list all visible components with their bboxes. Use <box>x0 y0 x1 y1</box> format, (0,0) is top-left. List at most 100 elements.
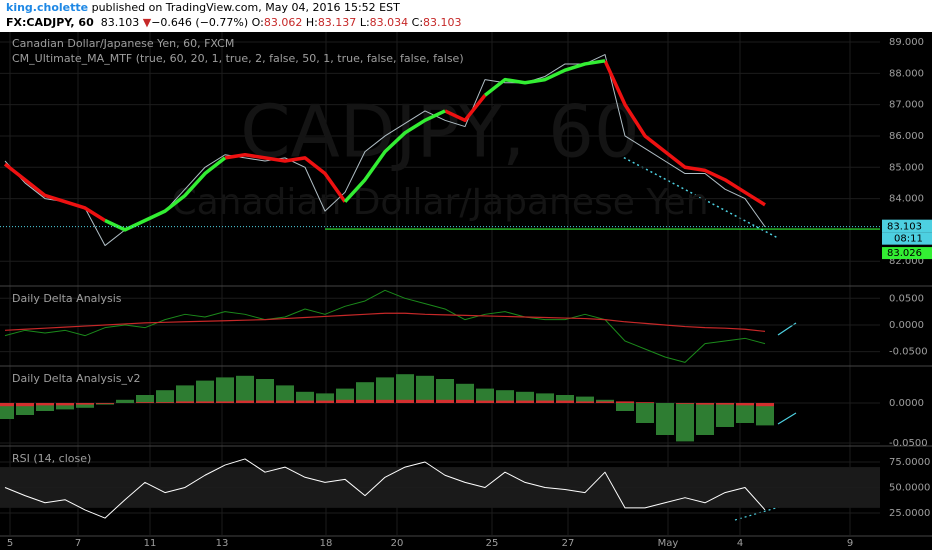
panel-title: Daily Delta Analysis <box>12 292 122 305</box>
histogram-bar <box>36 403 54 411</box>
histogram-bar <box>756 403 774 426</box>
o-label: O: <box>251 16 264 29</box>
histogram-bar <box>416 375 434 403</box>
y-tick-label: 87.000 <box>889 100 924 111</box>
y-tick-label: 50.0000 <box>889 482 930 493</box>
histogram-bar <box>136 402 154 403</box>
histogram-bar <box>676 403 694 442</box>
histogram-bar <box>716 403 734 427</box>
quote-line: FX:CADJPY, 60 83.103 ▼−0.646 (−0.77%) O:… <box>6 15 932 30</box>
panel-title: Canadian Dollar/Japanese Yen, 60, FXCM <box>12 37 234 50</box>
histogram-bar <box>56 403 74 406</box>
histogram-bar <box>616 403 634 411</box>
histogram-bar <box>496 390 514 403</box>
y-tick-label: 89.000 <box>889 37 924 48</box>
histogram-bar <box>56 403 74 410</box>
high: 83.137 <box>317 16 357 29</box>
histogram-bar <box>36 403 54 406</box>
open: 83.062 <box>263 16 303 29</box>
histogram-bar <box>556 400 574 403</box>
l-label: L: <box>359 16 370 29</box>
histogram-bar <box>336 399 354 403</box>
histogram-bar <box>476 388 494 403</box>
y-tick-label: 88.000 <box>889 68 924 79</box>
histogram-bar <box>16 403 34 407</box>
histogram-bar <box>716 403 734 405</box>
histogram-bar <box>0 403 14 407</box>
histogram-bar <box>176 385 194 403</box>
histogram-bar <box>156 390 174 403</box>
histogram-bar <box>296 391 314 403</box>
histogram-bar <box>516 400 534 403</box>
histogram-bar <box>216 401 234 403</box>
author[interactable]: king.cholette <box>6 1 89 14</box>
histogram-bar <box>536 393 554 403</box>
price-tag <box>882 219 932 233</box>
histogram-bar <box>276 385 294 403</box>
histogram-bar <box>736 403 754 406</box>
histogram-bar <box>756 403 774 407</box>
histogram-bar <box>236 375 254 403</box>
histogram-bar <box>236 400 254 403</box>
y-tick-label: -0.0500 <box>889 438 928 449</box>
x-tick-label: 27 <box>562 538 575 549</box>
x-tick-label: 5 <box>7 538 13 549</box>
histogram-bar <box>76 403 94 405</box>
last: 83.103 <box>100 16 140 29</box>
histogram-bar <box>656 403 674 435</box>
histogram-bar <box>436 379 454 403</box>
histogram-bar <box>696 403 714 435</box>
last-price: 83.103 <box>887 222 922 233</box>
x-tick-label: 25 <box>486 538 499 549</box>
histogram-bar <box>336 388 354 403</box>
x-tick-label: 20 <box>391 538 404 549</box>
watermark: CADJPY, 60 <box>240 90 639 174</box>
y-tick-label: 0.0000 <box>889 398 924 409</box>
histogram-bar <box>396 374 414 403</box>
histogram-bar <box>516 391 534 403</box>
histogram-bar <box>416 399 434 403</box>
histogram-bar <box>596 401 614 403</box>
symbol: FX:CADJPY, 60 <box>6 16 94 29</box>
histogram-bar <box>476 400 494 403</box>
x-tick-label: 7 <box>75 538 81 549</box>
x-tick-label: 11 <box>144 538 157 549</box>
series-line <box>3 60 766 222</box>
y-tick-label: -0.0500 <box>889 347 928 358</box>
y-tick-label: 0.0000 <box>889 320 924 331</box>
close: 83.103 <box>423 16 462 29</box>
y-tick-label: 85.000 <box>889 162 924 173</box>
x-tick-label: 18 <box>320 538 333 549</box>
histogram-bar <box>176 401 194 403</box>
histogram-bar <box>356 399 374 403</box>
x-tick-label: 4 <box>737 538 743 549</box>
watermark: Canadian Dollar/Japanese Yen <box>171 182 708 223</box>
histogram-bar <box>456 383 474 403</box>
publish-line: king.cholette published on TradingView.c… <box>6 0 932 15</box>
y-tick-label: 82.000 <box>889 256 924 267</box>
histogram-bar <box>576 401 594 403</box>
histogram-bar <box>76 403 94 408</box>
histogram-bar <box>216 377 234 403</box>
countdown: 08:11 <box>894 234 923 245</box>
histogram-bar <box>316 400 334 403</box>
x-tick-label: 13 <box>216 538 229 549</box>
histogram-bar <box>116 399 134 403</box>
histogram-bar <box>556 395 574 403</box>
series-line <box>4 458 766 519</box>
c-label: C: <box>411 16 424 29</box>
support-tag <box>882 247 932 260</box>
panel-title: RSI (14, close) <box>12 452 91 465</box>
arrow: ▼ <box>142 16 152 29</box>
histogram-bar <box>616 401 634 403</box>
histogram-bar <box>736 403 754 423</box>
x-tick-label: May <box>658 538 679 549</box>
histogram-bar <box>536 400 554 403</box>
histogram-bar <box>496 400 514 403</box>
y-tick-label: 25.0000 <box>889 508 930 519</box>
y-tick-label: 75.0000 <box>889 457 930 468</box>
histogram-bar <box>636 403 654 423</box>
change: −0.646 (−0.77%) <box>151 16 249 29</box>
histogram-bar <box>696 403 714 405</box>
published: published on TradingView.com, May 04, 20… <box>91 1 400 14</box>
